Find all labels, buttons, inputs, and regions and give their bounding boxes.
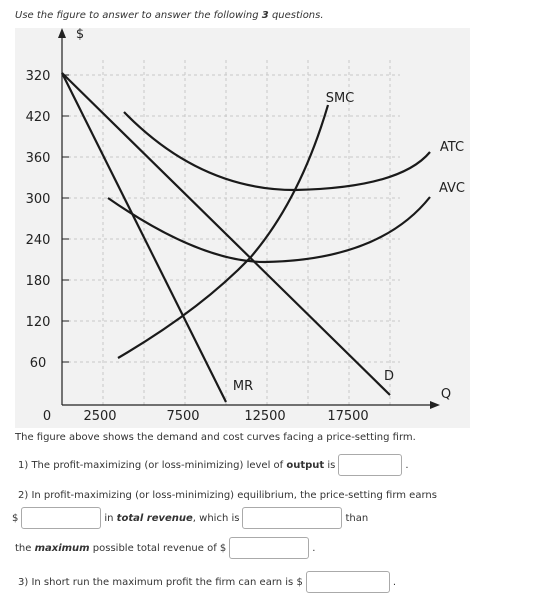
- x-axis-label: Q: [441, 387, 451, 402]
- answer-input[interactable]: [305, 571, 390, 593]
- atc-curve: [123, 111, 431, 192]
- question-text: .: [312, 543, 316, 554]
- question-text: 3) In short run the maximum profit the f…: [18, 577, 303, 588]
- y-axis-arrow: [58, 28, 66, 38]
- question-text: possible total revenue of $: [89, 543, 227, 554]
- question-text: is: [324, 460, 336, 471]
- x-tick-label: 7500: [166, 409, 199, 424]
- curve-label: MR: [233, 379, 253, 394]
- question-count: 3: [261, 10, 269, 21]
- question-text: maximum: [34, 543, 90, 554]
- description: The figure above shows the demand and co…: [15, 432, 416, 443]
- question-text: output: [286, 460, 325, 471]
- question-2-line: $ in total revenue, which is than: [12, 507, 368, 531]
- question-text: 1) The profit-maximizing (or loss-minimi…: [18, 460, 287, 471]
- x-axis-arrow: [430, 401, 440, 409]
- question-text: than: [345, 513, 369, 524]
- question-3: 3) In short run the maximum profit the f…: [18, 571, 396, 595]
- grid: [62, 60, 400, 405]
- x-tick-label: 2500: [83, 409, 116, 424]
- x-tick-label: 17500: [327, 409, 368, 424]
- answer-input[interactable]: [21, 507, 102, 529]
- curve-label: SMC: [326, 91, 355, 106]
- y-tick-label: 120: [26, 315, 51, 330]
- curve-label: ATC: [440, 140, 464, 155]
- demand-curve: [61, 72, 391, 396]
- instruction-text: questions.: [268, 10, 324, 21]
- question-text: $: [12, 513, 19, 524]
- question-1: 1) The profit-maximizing (or loss-minimi…: [18, 454, 409, 478]
- question-text: the: [15, 543, 35, 554]
- answer-input[interactable]: [229, 537, 310, 559]
- tick-labels: 320 420 360 300 240 180 120 60 0 2500 7500 12500 175…: [26, 69, 369, 424]
- y-tick-label: 60: [30, 356, 47, 371]
- instruction-text: Use the figure to answer to answer the f…: [15, 10, 262, 21]
- y-tick-label: 180: [26, 274, 51, 289]
- mr-curve: [61, 72, 227, 403]
- instruction: Use the figure to answer to answer the f…: [15, 4, 324, 28]
- figure-background: [15, 28, 470, 428]
- question-2-line: the maximum possible total revenue of $.: [15, 537, 315, 561]
- y-tick-label: 240: [26, 233, 51, 248]
- figure: $ Q SMC ATC AVC D MR 320 420 360 300 240 180 1…: [15, 27, 470, 428]
- question-text: total revenue: [116, 513, 193, 524]
- question-2-line: 2) In profit-maximizing (or loss-minimiz…: [18, 490, 437, 501]
- question-text: .: [392, 577, 396, 588]
- answer-input[interactable]: [242, 507, 343, 529]
- x-tick-label: 12500: [244, 409, 285, 424]
- answer-input[interactable]: [338, 454, 403, 476]
- y-tick-label: 320: [26, 69, 51, 84]
- curve-label: AVC: [439, 181, 465, 196]
- x-tick-label: 0: [43, 409, 51, 424]
- question-text: , which is: [192, 513, 240, 524]
- question-text: .: [405, 460, 409, 471]
- curve-label: D: [384, 369, 394, 384]
- smc-curve: [117, 104, 330, 359]
- y-tick-label: 360: [26, 151, 51, 166]
- y-tick-label: 420: [26, 110, 51, 125]
- question-text: in: [104, 513, 117, 524]
- y-tick-label: 300: [26, 192, 51, 207]
- y-axis-label: $: [76, 27, 84, 42]
- avc-curve: [107, 196, 431, 264]
